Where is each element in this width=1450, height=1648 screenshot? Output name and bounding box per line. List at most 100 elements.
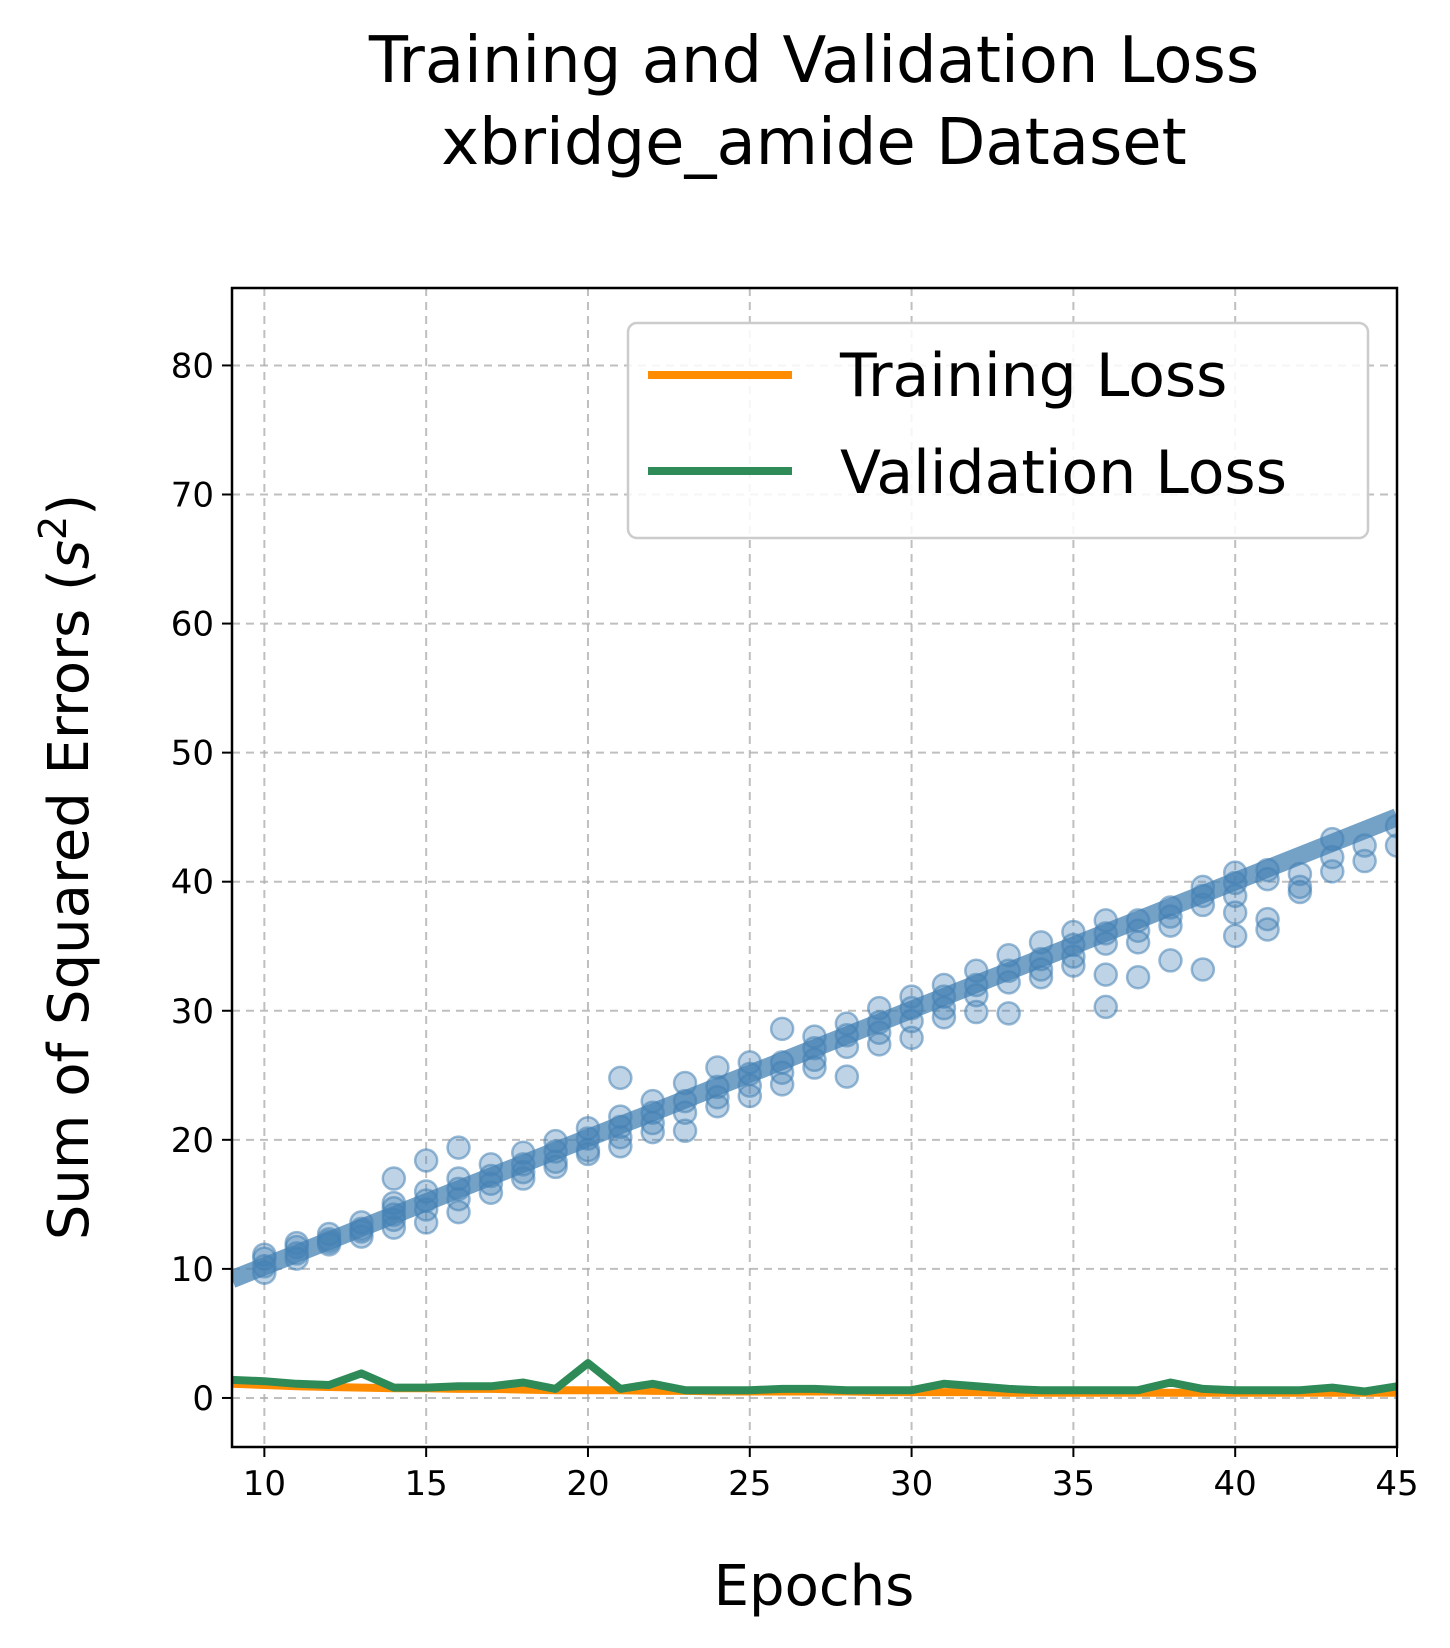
scatter-point	[834, 1064, 860, 1089]
scatter-point	[1384, 833, 1397, 858]
scatter-point	[413, 1197, 439, 1222]
scatter-point	[834, 1011, 860, 1036]
scatter-point	[672, 1100, 698, 1125]
scatter-point	[834, 1034, 860, 1060]
y-axis-label-exp: 2	[31, 516, 75, 540]
scatter-point	[1287, 861, 1313, 887]
scatter-point	[1190, 883, 1216, 909]
scatter-point	[737, 1083, 763, 1109]
scatter-point	[575, 1141, 601, 1167]
scatter-point	[899, 984, 924, 1009]
scatter-point	[672, 1118, 698, 1144]
scatter-point	[1320, 859, 1345, 884]
scatter-point	[446, 1135, 471, 1160]
y-axis-label-var: s	[37, 540, 102, 569]
legend-validation-label: Validation Loss	[840, 438, 1287, 508]
y-axis-label: Sum of Squared Errors (s2)	[31, 494, 102, 1240]
scatter-point	[802, 1024, 827, 1049]
scatter-point	[1158, 913, 1183, 938]
x-tick-label: 35	[1052, 1464, 1095, 1504]
scatter-point	[608, 1065, 633, 1091]
scatter-point	[316, 1221, 342, 1247]
y-tick-label: 0	[192, 1379, 214, 1419]
scatter-point	[1093, 931, 1118, 956]
y-axis-label-close: )	[37, 494, 102, 516]
scatter-point	[381, 1166, 407, 1191]
scatter-point	[672, 1070, 698, 1096]
scatter-point	[931, 1004, 957, 1030]
scatter-point	[1255, 857, 1280, 883]
scatter-point	[996, 970, 1021, 995]
scatter-point	[478, 1171, 504, 1196]
scatter-point	[575, 1115, 601, 1141]
scatter-point	[511, 1140, 536, 1165]
scatter-point	[543, 1154, 568, 1180]
scatter-point	[446, 1186, 471, 1212]
scatter-point	[1061, 919, 1086, 945]
scatter-point	[1061, 953, 1086, 978]
chart-title: Training and Validation Loss	[368, 24, 1259, 98]
y-tick-label: 70	[171, 476, 214, 516]
scatter-point	[1190, 892, 1216, 918]
scatter-point	[1255, 917, 1280, 942]
scatter-point	[252, 1260, 277, 1286]
scatter-point	[931, 972, 957, 998]
scatter-point	[608, 1104, 633, 1129]
scatter-point	[1384, 813, 1397, 839]
validation-loss-line	[232, 1359, 1397, 1396]
scatter-point	[511, 1166, 536, 1191]
scatter-point	[866, 1032, 892, 1057]
scatter-point	[1125, 930, 1151, 955]
scatter-point	[964, 958, 989, 984]
scatter-point	[899, 1008, 924, 1034]
scatter-point	[1190, 874, 1216, 900]
x-tick-label: 25	[728, 1464, 771, 1504]
scatter-point	[996, 943, 1021, 968]
scatter-point	[413, 1148, 439, 1173]
scatter-point	[252, 1242, 277, 1267]
y-tick-label: 50	[171, 734, 214, 774]
scatter-point	[1287, 879, 1313, 905]
scatter-point	[446, 1199, 471, 1225]
scatter-point	[1028, 957, 1054, 982]
scatter-point	[413, 1210, 439, 1235]
scatter-point	[1093, 908, 1118, 933]
scatter-point	[1028, 930, 1054, 955]
scatter-point	[284, 1230, 309, 1256]
x-tick-label: 20	[566, 1464, 609, 1504]
legend-training-label: Training Loss	[839, 341, 1227, 411]
legend-box	[626, 321, 1370, 540]
scatter-point	[1352, 848, 1377, 874]
scatter-point	[964, 983, 989, 1008]
scatter-point	[349, 1210, 374, 1235]
y-tick-label: 40	[171, 863, 214, 903]
scatter-point	[1158, 895, 1183, 920]
scatter-point	[608, 1124, 633, 1150]
y-tick-label: 80	[171, 346, 214, 386]
x-tick-label: 30	[890, 1464, 933, 1504]
y-axis-label-main: Sum of Squared Errors (	[37, 569, 102, 1240]
scatter-point	[866, 995, 892, 1021]
plot-area	[232, 808, 1397, 1397]
plot-frame	[230, 286, 1399, 1449]
scatter-point	[1093, 994, 1118, 1020]
axis-ticks: 10 15 20 25 30 35 40 45 0 10 20 30 40 50 60 70 80	[171, 346, 1419, 1504]
scatter-point	[478, 1180, 504, 1205]
scatter-point	[381, 1215, 407, 1240]
chart-subtitle: xbridge_amide Dataset	[441, 106, 1187, 180]
scatter-point	[1093, 962, 1118, 987]
scatter-point	[964, 999, 989, 1025]
scatter-point	[349, 1219, 374, 1244]
scatter-point	[899, 1025, 924, 1051]
scatter-point	[1222, 860, 1248, 885]
scatter-point	[802, 1055, 827, 1080]
legend: Training Loss Validation Loss	[626, 321, 1370, 540]
x-tick-label: 40	[1214, 1464, 1257, 1504]
x-tick-label: 10	[243, 1464, 286, 1504]
scatter-point	[769, 1072, 795, 1097]
scatter-point	[705, 1094, 730, 1119]
scatter-point	[381, 1190, 407, 1216]
y-tick-label: 30	[171, 992, 214, 1032]
